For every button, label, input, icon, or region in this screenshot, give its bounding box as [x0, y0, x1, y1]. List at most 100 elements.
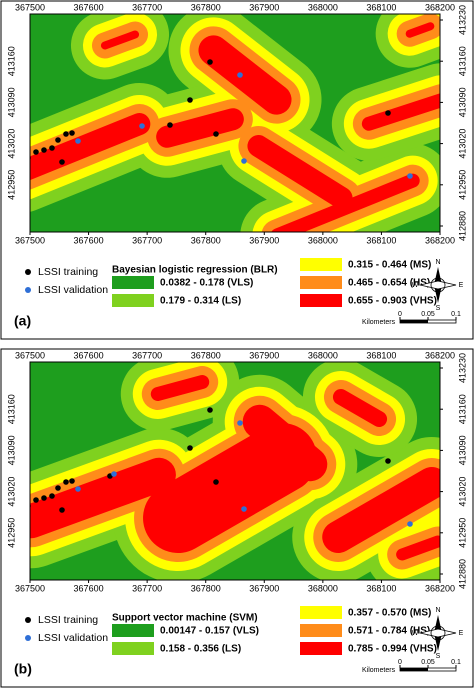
susceptibility-zone [270, 173, 420, 232]
training-point [187, 445, 193, 451]
susceptibility-zone [396, 535, 440, 561]
y-tick-label: 412950 [457, 170, 467, 200]
training-point [55, 485, 61, 491]
y-tick-label: 413230 [457, 353, 467, 383]
susceptibility-zone [30, 457, 176, 539]
training-point [167, 122, 173, 128]
susceptibility-zone [332, 389, 388, 427]
training-point [59, 507, 65, 513]
susceptibility-zone [198, 35, 292, 115]
susceptibility-zone [156, 108, 244, 148]
susceptibility-zone [150, 375, 210, 401]
x-tick-label: 367500 [15, 235, 45, 245]
training-point [69, 478, 75, 484]
training-point [385, 110, 391, 116]
training-point [207, 407, 213, 413]
y-tick-label: 412950 [6, 518, 16, 548]
x-tick-label: 368000 [308, 583, 338, 593]
susceptibility-zone [242, 404, 328, 482]
y-tick-label: 413160 [6, 394, 16, 424]
scale-bar [400, 320, 428, 323]
y-tick-label: 413020 [6, 129, 16, 159]
x-tick-label: 367600 [74, 350, 104, 360]
scale-label: 0 [398, 659, 402, 666]
x-tick-label: 368000 [308, 235, 338, 245]
x-tick-label: 367800 [191, 2, 221, 12]
scale-title: Kilometers [362, 667, 396, 674]
legend-label: 0.158 - 0.356 (LS) [160, 644, 241, 655]
x-tick-label: 367500 [15, 350, 45, 360]
training-point [49, 145, 55, 151]
x-tick-label: 367900 [249, 583, 279, 593]
x-tick-label: 368000 [308, 2, 338, 12]
legend-swatch [112, 294, 154, 307]
y-tick-label: 412880 [457, 211, 467, 241]
y-tick-label: 412880 [457, 559, 467, 589]
panel: 367500 367500 367600 367600 367700 367700 3678… [0, 348, 474, 688]
scale-label: 0.1 [451, 311, 461, 318]
x-tick-label: 367900 [249, 235, 279, 245]
validation-point [139, 123, 145, 129]
x-tick-label: 367500 [15, 583, 45, 593]
y-tick-label: 412950 [6, 170, 16, 200]
legend-title: Bayesian logistic regression (BLR) [112, 265, 278, 276]
x-tick-label: 367600 [74, 235, 104, 245]
compass-label: E [459, 282, 464, 289]
legend-label: 0.571 - 0.784 (HS) [348, 626, 430, 637]
legend-label: LSSI validation [38, 284, 108, 296]
legend-label: 0.785 - 0.994 (VHS) [348, 644, 437, 655]
susceptibility-zone [322, 467, 440, 553]
y-tick-label: 413160 [457, 394, 467, 424]
legend-swatch [300, 294, 342, 307]
compass [430, 277, 446, 293]
panel-label: (b) [14, 661, 32, 677]
x-tick-label: 367800 [191, 235, 221, 245]
scale-label: 0 [398, 311, 402, 318]
validation-point [237, 420, 243, 426]
training-point [59, 159, 65, 165]
panel-border [0, 348, 474, 688]
y-tick-label: 413090 [457, 87, 467, 117]
susceptibility-zone [361, 93, 440, 131]
susceptibility-zone [247, 135, 353, 209]
x-tick-label: 368000 [308, 350, 338, 360]
legend-swatch [300, 624, 342, 637]
x-tick-label: 367800 [191, 350, 221, 360]
panel-label: (a) [14, 313, 31, 329]
legend-label: 0.179 - 0.314 (LS) [160, 296, 241, 307]
validation-point [237, 72, 243, 78]
legend-label: LSSI training [38, 266, 98, 278]
legend-label: 0.00147 - 0.157 (VLS) [160, 626, 259, 637]
legend-marker [25, 287, 31, 293]
x-tick-label: 367500 [15, 2, 45, 12]
y-tick-label: 413160 [6, 46, 16, 76]
map-frame [29, 361, 441, 581]
legend-swatch [300, 276, 342, 289]
scale-bar [400, 668, 428, 671]
y-tick-label: 413090 [6, 87, 16, 117]
panel: 367500 367500 367600 367600 367700 367700 3678… [0, 0, 474, 340]
x-tick-label: 367600 [74, 583, 104, 593]
x-tick-label: 368200 [425, 583, 455, 593]
compass-label: W [412, 282, 419, 289]
compass-label: S [436, 305, 441, 312]
x-tick-label: 367900 [249, 350, 279, 360]
validation-point [75, 486, 81, 492]
map [30, 362, 440, 580]
x-tick-label: 368200 [425, 350, 455, 360]
scale-label: 0.05 [421, 311, 435, 318]
legend-label: LSSI validation [38, 632, 108, 644]
x-tick-label: 367700 [132, 2, 162, 12]
validation-point [75, 138, 81, 144]
compass [419, 628, 457, 638]
training-point [63, 479, 69, 485]
legend-marker [25, 635, 31, 641]
x-tick-label: 368100 [366, 350, 396, 360]
map [30, 14, 440, 232]
x-tick-label: 367700 [132, 583, 162, 593]
panel-border [0, 0, 474, 340]
y-tick-label: 412950 [457, 518, 467, 548]
compass-label: W [412, 630, 419, 637]
training-point [385, 458, 391, 464]
